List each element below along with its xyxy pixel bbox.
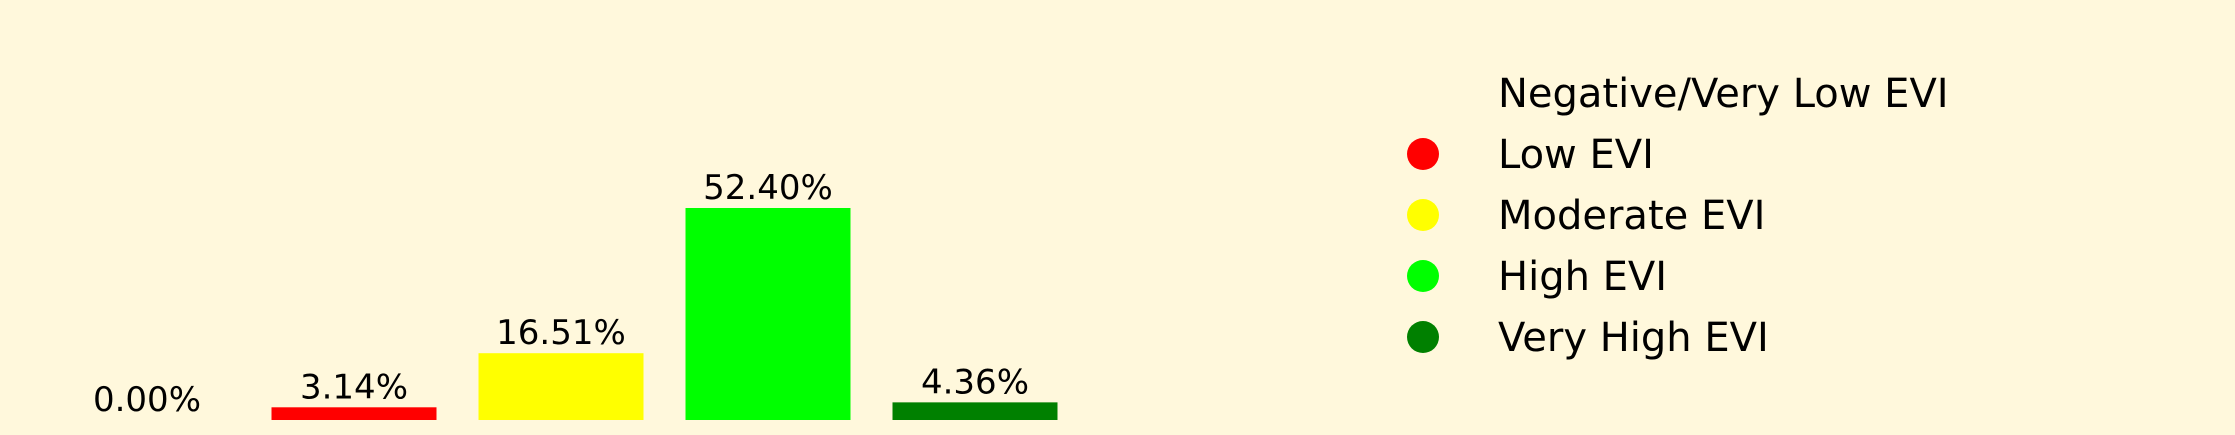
legend-marker-2 — [1407, 138, 1439, 170]
legend-label-1: Negative/Very Low EVI — [1498, 71, 1949, 117]
legend-label-4: High EVI — [1498, 254, 1667, 300]
bar-5 — [892, 402, 1058, 420]
bar-value-label-5: 4.36% — [921, 362, 1029, 402]
legend-marker-1 — [1407, 77, 1439, 109]
bar-value-label-2: 3.14% — [300, 367, 408, 407]
bar-value-label-3: 16.51% — [496, 313, 626, 353]
legend-label-2: Low EVI — [1498, 132, 1654, 178]
legend: Negative/Very Low EVI Low EVI Moderate EVI… — [1407, 71, 1949, 361]
bar-2 — [271, 407, 437, 420]
legend-marker-5 — [1407, 321, 1439, 353]
legend-marker-3 — [1407, 199, 1439, 231]
bar-value-label-1: 0.00% — [93, 380, 201, 420]
bars-group: 0.00% 3.14% 16.51% 52.40% 4.36% — [93, 168, 1058, 420]
bar-value-label-4: 52.40% — [703, 168, 833, 208]
bar-4 — [685, 208, 851, 420]
legend-label-5: Very High EVI — [1498, 315, 1769, 361]
legend-label-3: Moderate EVI — [1498, 193, 1765, 239]
bar-3 — [478, 353, 644, 420]
legend-marker-4 — [1407, 260, 1439, 292]
